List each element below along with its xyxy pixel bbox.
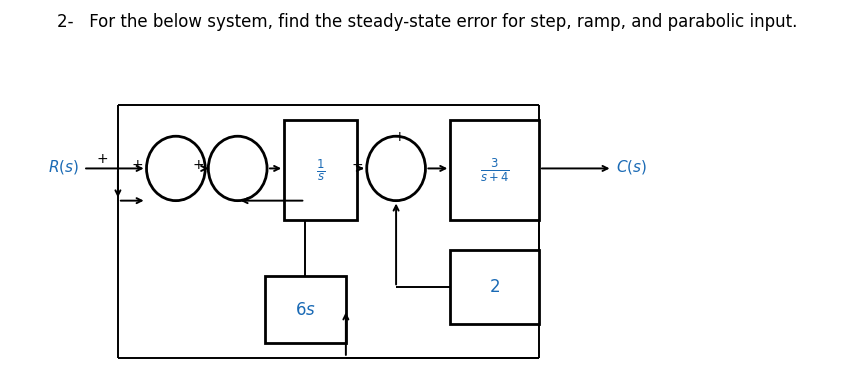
FancyBboxPatch shape bbox=[264, 276, 345, 343]
Text: −: − bbox=[234, 193, 247, 208]
Text: $\frac{3}{s+4}$: $\frac{3}{s+4}$ bbox=[479, 157, 509, 184]
Text: 2-   For the below system, find the steady-state error for step, ramp, and parab: 2- For the below system, find the steady… bbox=[57, 12, 796, 31]
Text: $6s$: $6s$ bbox=[294, 300, 316, 319]
FancyBboxPatch shape bbox=[450, 120, 538, 220]
Text: +: + bbox=[351, 158, 363, 172]
FancyBboxPatch shape bbox=[450, 250, 538, 324]
Ellipse shape bbox=[147, 136, 205, 200]
Text: $2$: $2$ bbox=[489, 278, 500, 296]
Text: +: + bbox=[96, 152, 108, 166]
Text: +: + bbox=[393, 130, 404, 144]
Ellipse shape bbox=[366, 136, 425, 200]
Text: −: − bbox=[392, 193, 405, 208]
Text: +: + bbox=[131, 158, 142, 172]
Text: $\frac{1}{s}$: $\frac{1}{s}$ bbox=[316, 157, 325, 183]
Text: −: − bbox=[172, 193, 185, 208]
Text: $C(s)$: $C(s)$ bbox=[616, 157, 647, 175]
FancyBboxPatch shape bbox=[284, 120, 357, 220]
Text: +: + bbox=[193, 158, 204, 172]
Ellipse shape bbox=[208, 136, 267, 200]
Text: $R(s)$: $R(s)$ bbox=[48, 157, 79, 175]
